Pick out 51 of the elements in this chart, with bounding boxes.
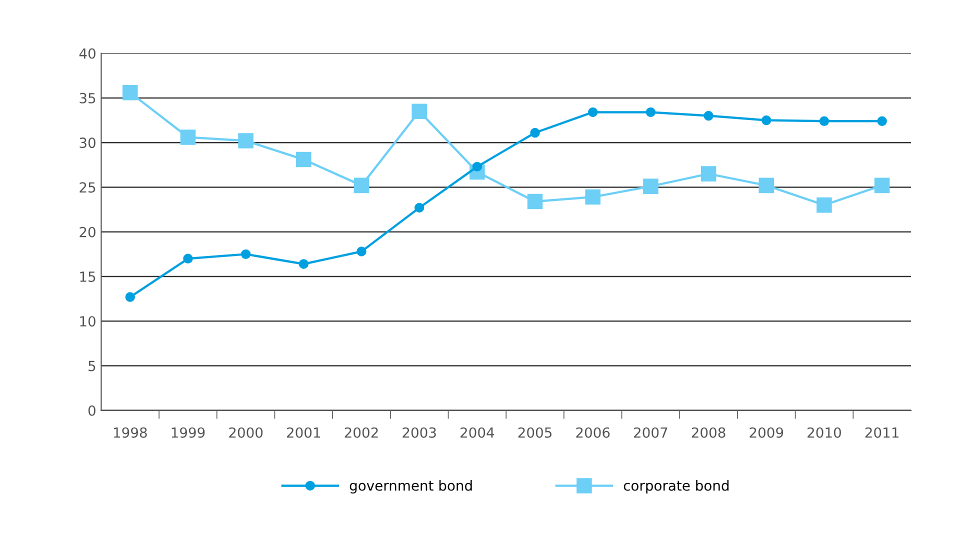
x-tick-label: 2005 [518,427,552,438]
point [298,259,309,269]
y-tick-label: 30 [80,138,96,148]
point [183,254,193,264]
y-tick-label: 10 [80,316,96,327]
y-tick-label: 40 [79,48,96,59]
point [646,107,656,118]
x-tick-label: 2006 [576,427,610,438]
point [874,178,890,194]
x-tick-label: 2004 [460,427,494,438]
point [819,116,830,126]
y-tick-label: 25 [80,182,96,193]
point [238,133,254,148]
point [527,194,543,210]
point [412,104,427,119]
y-tick-label: 15 [80,272,96,282]
point [354,178,370,194]
y-tick-label: 5 [88,360,96,372]
point [414,202,424,213]
x-tick-label: 2011 [865,427,898,438]
point [704,110,714,121]
point [816,197,832,213]
y-tick-label: 20 [80,226,96,238]
point [180,130,196,145]
point [588,107,598,118]
legend-label: government bond [350,480,472,494]
point [877,116,887,126]
point [530,128,540,138]
point [643,178,658,194]
x-tick-label: 2000 [229,427,263,438]
y-tick-label: 0 [88,405,96,416]
point [758,178,774,194]
x-tick-label: 2008 [692,427,726,438]
x-tick-label: 2009 [750,427,784,438]
x-tick-label: 2010 [808,427,841,438]
point [700,166,716,182]
x-tick-label: 2007 [634,427,668,438]
point [122,84,138,100]
point [585,189,600,205]
x-tick-label: 2003 [402,427,436,438]
x-tick-label: 2001 [287,427,320,438]
point [125,292,135,302]
point [762,115,772,126]
point [240,249,251,260]
point [296,152,312,168]
x-tick-label: 2002 [344,427,378,438]
x-tick-label: 1998 [114,427,147,438]
point [356,246,366,256]
x-tick-label: 1999 [172,427,205,438]
legend-label: corporate bond [624,480,729,494]
y-tick-label: 35 [80,92,96,104]
